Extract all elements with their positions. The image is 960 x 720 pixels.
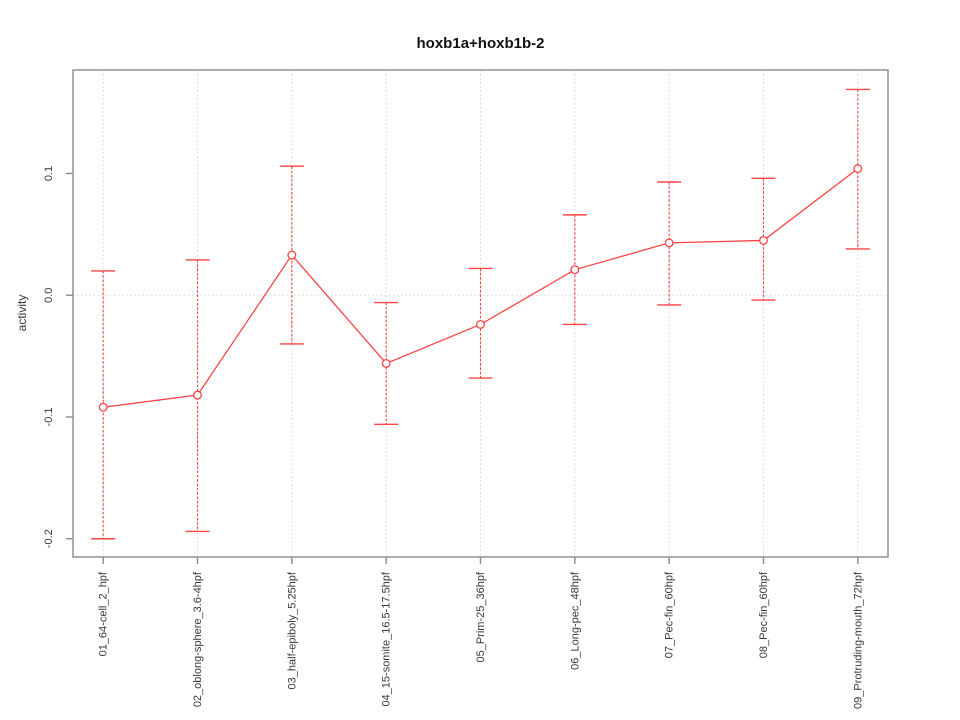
x-tick-label: 09_Protruding-mouth_72hpf	[852, 571, 864, 709]
x-tick-label: 08_Pec-fin_60hpf	[758, 571, 770, 658]
x-tick-label: 07_Pec-fin_60hpf	[664, 571, 676, 658]
y-tick-label: -0.2	[43, 529, 55, 548]
y-tick-label: 0.1	[43, 166, 55, 181]
y-tick-label: -0.1	[43, 408, 55, 427]
x-tick-label: 01_64-cell_2_hpf	[98, 571, 110, 656]
data-point-marker	[193, 390, 202, 400]
x-tick-label: 03_half-epiboly_5.25hpf	[286, 571, 298, 689]
x-tick-label: 02_oblong-sphere_3.6-4hpf	[192, 571, 204, 707]
data-point-marker	[287, 250, 297, 260]
data-point-marker	[476, 320, 485, 329]
y-tick-label: 0.0	[43, 288, 55, 303]
data-point-marker	[98, 402, 108, 412]
x-tick-label: 05_Prim-25_36hpf	[475, 571, 487, 662]
data-point-marker	[759, 235, 768, 245]
data-point-marker	[664, 238, 674, 248]
data-point-marker	[381, 358, 391, 368]
x-tick-label: 06_Long-pec_48hpf	[569, 571, 581, 670]
data-point-marker	[853, 164, 863, 174]
x-tick-label: 04_15-somite_16.5-17.5hpf	[381, 571, 393, 706]
data-point-marker	[570, 265, 580, 275]
chart-title: hoxb1a+hoxb1b-2	[416, 35, 545, 52]
